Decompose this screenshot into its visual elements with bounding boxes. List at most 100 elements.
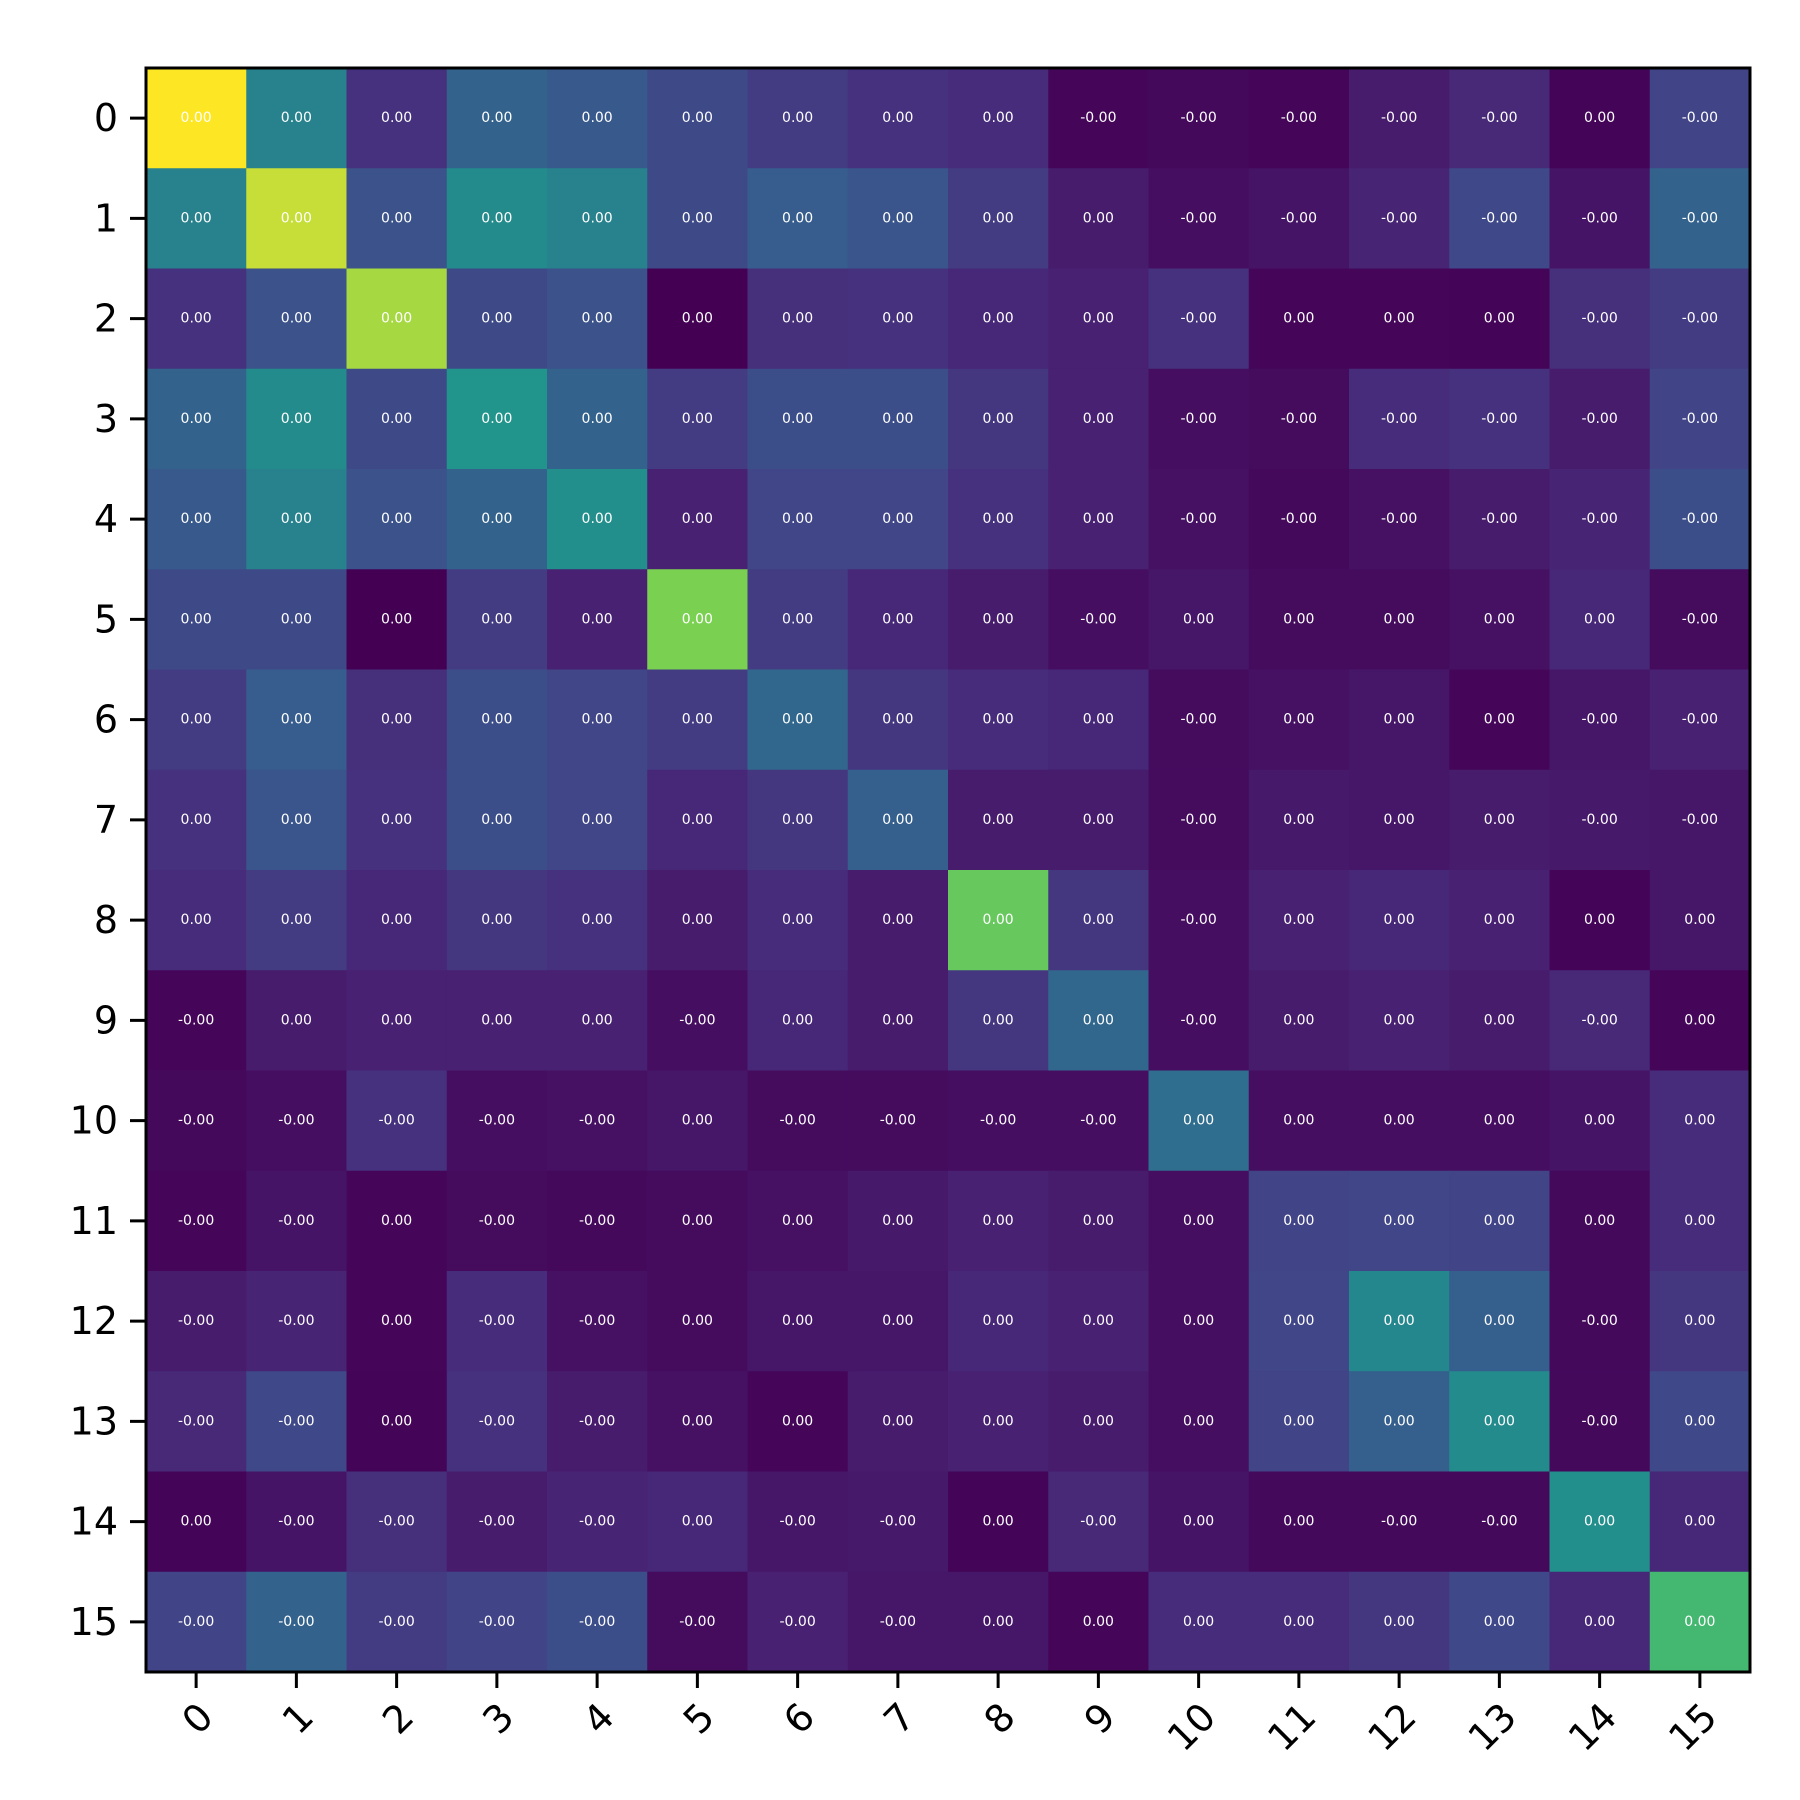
heatmap-cell-15-9 — [1048, 1571, 1150, 1673]
heatmap-cell-14-2 — [346, 1471, 448, 1573]
cell-label-11-10: 0.00 — [1183, 1213, 1214, 1229]
heatmap-cell-7-14 — [1549, 769, 1651, 871]
x-tick-label-1: 1 — [274, 1694, 322, 1742]
heatmap-cell-8-9 — [1048, 870, 1150, 971]
cell-label-15-12: 0.00 — [1384, 1614, 1415, 1630]
cell-label-11-11: 0.00 — [1283, 1213, 1314, 1229]
heatmap-cell-1-4 — [547, 168, 648, 270]
heatmap-cell-4-7 — [847, 469, 949, 570]
heatmap-cell-10-8 — [948, 1070, 1049, 1172]
cell-label-0-15: -0.00 — [1682, 110, 1718, 126]
cell-label-10-14: 0.00 — [1584, 1113, 1615, 1129]
heatmap-cell-13-9 — [1048, 1371, 1150, 1473]
heatmap-cell-15-6 — [747, 1571, 849, 1673]
x-tick-label-7: 7 — [875, 1694, 923, 1742]
heatmap-cell-7-2 — [346, 769, 448, 871]
cell-label-8-3: 0.00 — [481, 912, 512, 928]
heatmap-cell-9-12 — [1349, 970, 1450, 1072]
cell-label-8-11: 0.00 — [1283, 912, 1314, 928]
cell-label-11-2: 0.00 — [381, 1213, 412, 1229]
cell-label-1-1: 0.00 — [281, 210, 312, 226]
cell-label-4-0: 0.00 — [181, 511, 212, 527]
heatmap-cell-0-15 — [1649, 68, 1751, 169]
heatmap-cell-11-5 — [647, 1170, 749, 1272]
cell-label-5-2: 0.00 — [381, 611, 412, 627]
heatmap-cell-10-3 — [446, 1070, 548, 1172]
heatmap-cell-2-15 — [1649, 268, 1751, 370]
cell-label-13-6: 0.00 — [782, 1413, 813, 1429]
heatmap-cell-10-11 — [1248, 1070, 1350, 1172]
heatmap-cell-6-3 — [446, 669, 548, 771]
heatmap-cell-2-6 — [747, 268, 849, 370]
cell-label-1-11: -0.00 — [1281, 210, 1317, 226]
heatmap-cell-6-7 — [847, 669, 949, 771]
cell-label-9-11: 0.00 — [1283, 1012, 1314, 1028]
heatmap-cell-9-0 — [146, 970, 247, 1072]
heatmap-cell-1-13 — [1449, 168, 1551, 270]
heatmap-cell-14-8 — [948, 1471, 1049, 1573]
cell-label-3-11: -0.00 — [1281, 411, 1317, 427]
cell-label-14-0: 0.00 — [181, 1514, 212, 1530]
heatmap-cell-9-13 — [1449, 970, 1551, 1072]
cell-label-4-8: 0.00 — [983, 511, 1014, 527]
heatmap-cell-3-1 — [246, 368, 348, 470]
heatmap-cell-1-6 — [747, 168, 849, 270]
cell-label-15-11: 0.00 — [1283, 1614, 1314, 1630]
heatmap-cell-15-8 — [948, 1571, 1049, 1673]
cell-label-15-10: 0.00 — [1183, 1614, 1214, 1630]
cell-label-12-5: 0.00 — [682, 1313, 713, 1329]
cell-label-3-0: 0.00 — [181, 411, 212, 427]
heatmap-cell-13-7 — [847, 1371, 949, 1473]
heatmap-cell-6-8 — [948, 669, 1049, 771]
heatmap-cell-14-14 — [1549, 1471, 1651, 1573]
heatmap-cell-1-3 — [446, 168, 548, 270]
heatmap-cell-0-10 — [1148, 68, 1250, 169]
cell-label-2-3: 0.00 — [481, 311, 512, 327]
heatmap-cell-10-12 — [1349, 1070, 1450, 1172]
heatmap-cell-14-1 — [246, 1471, 348, 1573]
heatmap-cell-9-14 — [1549, 970, 1651, 1072]
cell-label-10-1: -0.00 — [278, 1113, 314, 1129]
x-tick-label-12: 12 — [1359, 1694, 1424, 1759]
heatmap-cell-3-11 — [1248, 368, 1350, 470]
cell-label-0-14: 0.00 — [1584, 110, 1615, 126]
heatmap-cell-10-2 — [346, 1070, 448, 1172]
cell-label-7-10: -0.00 — [1181, 812, 1217, 828]
cell-label-15-1: -0.00 — [278, 1614, 314, 1630]
heatmap-cell-0-6 — [747, 68, 849, 169]
cell-label-13-13: 0.00 — [1484, 1413, 1515, 1429]
cell-label-12-4: -0.00 — [579, 1313, 615, 1329]
cell-label-10-8: -0.00 — [980, 1113, 1016, 1129]
cell-label-15-6: -0.00 — [780, 1614, 816, 1630]
heatmap-cell-11-8 — [948, 1170, 1049, 1272]
cell-label-4-13: -0.00 — [1481, 511, 1517, 527]
heatmap-cell-0-12 — [1349, 68, 1450, 169]
cell-label-5-9: -0.00 — [1080, 611, 1116, 627]
cell-label-14-15: 0.00 — [1684, 1514, 1715, 1530]
cell-label-0-13: -0.00 — [1481, 110, 1517, 126]
cell-label-0-10: -0.00 — [1181, 110, 1217, 126]
heatmap-cell-5-15 — [1649, 569, 1751, 671]
heatmap-cell-0-13 — [1449, 68, 1551, 169]
heatmap-cell-6-10 — [1148, 669, 1250, 771]
heatmap-cell-8-2 — [346, 870, 448, 971]
heatmap-cell-8-10 — [1148, 870, 1250, 971]
cell-label-6-1: 0.00 — [281, 712, 312, 728]
cell-label-14-9: -0.00 — [1080, 1514, 1116, 1530]
heatmap-cell-14-15 — [1649, 1471, 1751, 1573]
cell-label-5-8: 0.00 — [983, 611, 1014, 627]
heatmap-cell-0-0 — [146, 68, 247, 169]
cell-label-6-6: 0.00 — [782, 712, 813, 728]
cell-label-2-1: 0.00 — [281, 311, 312, 327]
heatmap-cell-9-5 — [647, 970, 749, 1072]
heatmap-cell-0-11 — [1248, 68, 1350, 169]
x-tick-label-10: 10 — [1159, 1694, 1224, 1759]
heatmap-cell-8-12 — [1349, 870, 1450, 971]
heatmap-cell-15-1 — [246, 1571, 348, 1673]
cell-label-9-10: -0.00 — [1181, 1012, 1217, 1028]
heatmap-cell-10-14 — [1549, 1070, 1651, 1172]
cell-label-11-15: 0.00 — [1684, 1213, 1715, 1229]
cell-label-8-2: 0.00 — [381, 912, 412, 928]
heatmap-cell-0-4 — [547, 68, 648, 169]
heatmap-cell-3-2 — [346, 368, 448, 470]
